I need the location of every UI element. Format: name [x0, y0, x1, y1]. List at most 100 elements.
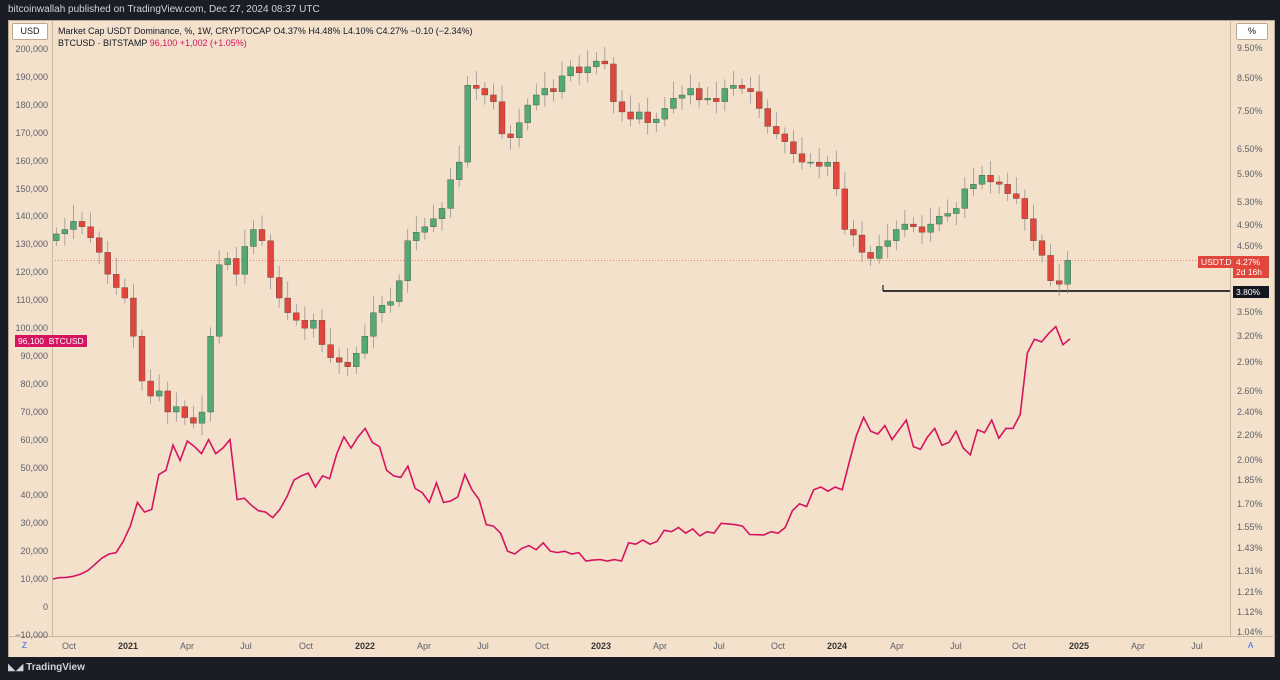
candle-body	[498, 101, 506, 135]
usdt-label-tag: USDT.D	[1198, 256, 1235, 268]
candle-body	[927, 223, 934, 233]
left-axis-tick: 50,000	[20, 462, 48, 473]
candle-body	[678, 94, 686, 99]
time-axis-tick: Oct	[61, 641, 77, 651]
publish-info: bitcoinwallah published on TradingView.c…	[8, 4, 320, 15]
candle-body	[207, 336, 214, 413]
candle-body	[884, 240, 891, 247]
candle-body	[970, 184, 977, 190]
candle-body	[455, 161, 463, 180]
candle-body	[730, 85, 737, 89]
left-price-scale[interactable]	[8, 20, 53, 636]
candle-body	[344, 362, 351, 367]
candle-body	[78, 221, 86, 227]
candle-body	[687, 88, 694, 96]
right-axis-tick: 5.30%	[1237, 197, 1263, 207]
time-axis-tick: Jul	[477, 641, 489, 651]
time-axis-tick: Jul	[1191, 641, 1203, 651]
candle-body	[284, 297, 291, 313]
candle-body	[764, 108, 771, 127]
candle-body	[918, 226, 926, 233]
time-axis-tick: Jul	[950, 641, 962, 651]
btc-legend-name: BTCUSD · BITSTAMP	[58, 38, 148, 48]
candle-body	[773, 126, 780, 135]
candle-body	[164, 390, 171, 413]
candle-body	[601, 60, 609, 65]
candle-body	[335, 357, 343, 363]
candle-body	[704, 98, 711, 101]
left-axis-tick: 190,000	[15, 71, 48, 82]
tradingview-logo[interactable]: ◣◢ TradingView	[8, 662, 85, 673]
auto-scale-button[interactable]: A	[1248, 641, 1254, 650]
candle-body	[1004, 184, 1011, 194]
time-axis-tick: Jul	[713, 641, 725, 651]
right-axis-tick: 9.50%	[1237, 43, 1263, 53]
left-axis-tick: 150,000	[15, 183, 48, 194]
candle-body	[181, 406, 189, 418]
candle-body	[395, 280, 403, 302]
candle-body	[978, 174, 986, 185]
btc-price-line	[51, 325, 1071, 580]
usdt-countdown: 2d 16h	[1236, 267, 1262, 277]
left-axis-tick: 80,000	[20, 378, 48, 389]
candle-body	[327, 344, 334, 358]
candle-body	[798, 153, 806, 163]
candle-body	[370, 312, 377, 337]
candle-body	[241, 246, 249, 275]
btc-legend-line[interactable]: BTCUSD · BITSTAMP 96,100 +1,002 (+1.05%)	[58, 37, 473, 49]
candle-body	[155, 390, 163, 397]
candle-body	[481, 88, 489, 96]
candle-body	[361, 336, 369, 354]
left-axis-tick: 200,000	[15, 44, 48, 54]
time-axis-tick: Oct	[1011, 641, 1027, 651]
candle-body	[738, 85, 746, 89]
candle-body	[901, 223, 909, 230]
candle-body	[567, 66, 574, 77]
time-axis-tick: Apr	[889, 641, 905, 651]
usd-scale-button[interactable]: USD	[12, 23, 48, 40]
candle-body	[747, 88, 754, 92]
left-axis-tick: 170,000	[15, 127, 48, 138]
right-axis-tick: 4.90%	[1237, 220, 1263, 230]
right-axis-tick: 1.31%	[1237, 566, 1263, 576]
tv-brand-text: TradingView	[26, 662, 85, 673]
candle-body	[490, 94, 497, 102]
candle-body	[875, 246, 883, 259]
candle-body	[1064, 260, 1071, 285]
time-axis-tick: Oct	[534, 641, 550, 651]
candle-body	[173, 406, 180, 413]
candle-body	[533, 94, 540, 106]
candle-body	[944, 213, 951, 217]
usdt-value: 4.27%	[1236, 257, 1261, 267]
time-axis[interactable]	[8, 636, 1273, 657]
zoom-button[interactable]: Z	[22, 641, 27, 650]
candle-body	[387, 301, 394, 306]
usdt-legend-line[interactable]: Market Cap USDT Dominance, %, 1W, CRYPTO…	[58, 26, 473, 36]
candle-body	[1021, 198, 1029, 219]
candle-body	[413, 232, 420, 241]
right-axis-tick: 3.20%	[1237, 331, 1263, 341]
time-axis-tick: 2025	[1068, 641, 1090, 651]
btc-legend-values: 96,100 +1,002 (+1.05%)	[149, 38, 247, 48]
candle-body	[1038, 240, 1046, 256]
left-axis-tick: 0	[42, 602, 48, 612]
right-price-scale[interactable]	[1230, 20, 1274, 636]
right-axis-tick: 1.85%	[1237, 475, 1263, 485]
time-axis-tick: Oct	[298, 641, 314, 651]
candle-body	[301, 320, 309, 329]
candle-body	[935, 215, 943, 225]
right-axis-tick: 2.60%	[1237, 386, 1263, 396]
left-axis-tick: 100,000	[15, 323, 48, 333]
percent-scale-button[interactable]: %	[1236, 23, 1268, 40]
right-axis-tick: 6.50%	[1237, 144, 1263, 154]
candle-body	[215, 264, 223, 337]
candle-body	[610, 63, 617, 102]
left-axis-tick: 130,000	[15, 239, 48, 250]
candle-body	[507, 133, 514, 138]
right-axis-tick: 2.40%	[1237, 407, 1263, 417]
candle-body	[267, 240, 274, 278]
candle-body	[353, 353, 360, 367]
candle-body	[635, 111, 643, 120]
candle-body	[695, 88, 703, 101]
